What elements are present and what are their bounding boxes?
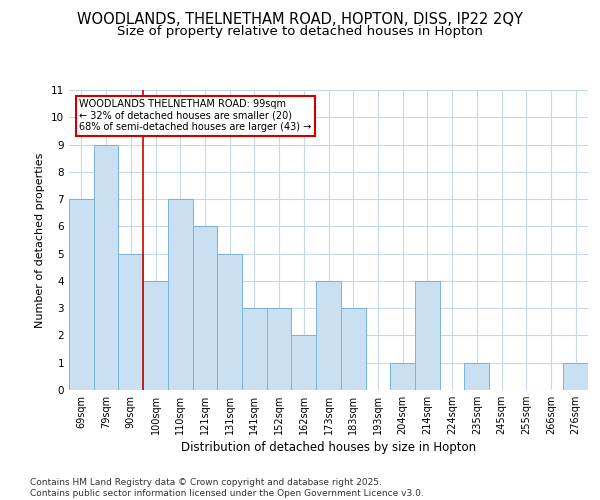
Bar	[193, 226, 217, 390]
Bar	[415, 281, 440, 390]
Text: WOODLANDS THELNETHAM ROAD: 99sqm
← 32% of detached houses are smaller (20)
68% o: WOODLANDS THELNETHAM ROAD: 99sqm ← 32% o…	[79, 99, 311, 132]
Bar	[168, 199, 193, 390]
Bar	[267, 308, 292, 390]
Bar	[217, 254, 242, 390]
Bar	[143, 281, 168, 390]
Bar	[464, 362, 489, 390]
Text: WOODLANDS, THELNETHAM ROAD, HOPTON, DISS, IP22 2QY: WOODLANDS, THELNETHAM ROAD, HOPTON, DISS…	[77, 12, 523, 28]
Bar	[118, 254, 143, 390]
Y-axis label: Number of detached properties: Number of detached properties	[35, 152, 46, 328]
Bar	[390, 362, 415, 390]
Text: Size of property relative to detached houses in Hopton: Size of property relative to detached ho…	[117, 25, 483, 38]
Bar	[94, 144, 118, 390]
Bar	[292, 336, 316, 390]
Bar	[341, 308, 365, 390]
Bar	[242, 308, 267, 390]
Bar	[69, 199, 94, 390]
Text: Contains HM Land Registry data © Crown copyright and database right 2025.
Contai: Contains HM Land Registry data © Crown c…	[30, 478, 424, 498]
Bar	[563, 362, 588, 390]
X-axis label: Distribution of detached houses by size in Hopton: Distribution of detached houses by size …	[181, 442, 476, 454]
Bar	[316, 281, 341, 390]
